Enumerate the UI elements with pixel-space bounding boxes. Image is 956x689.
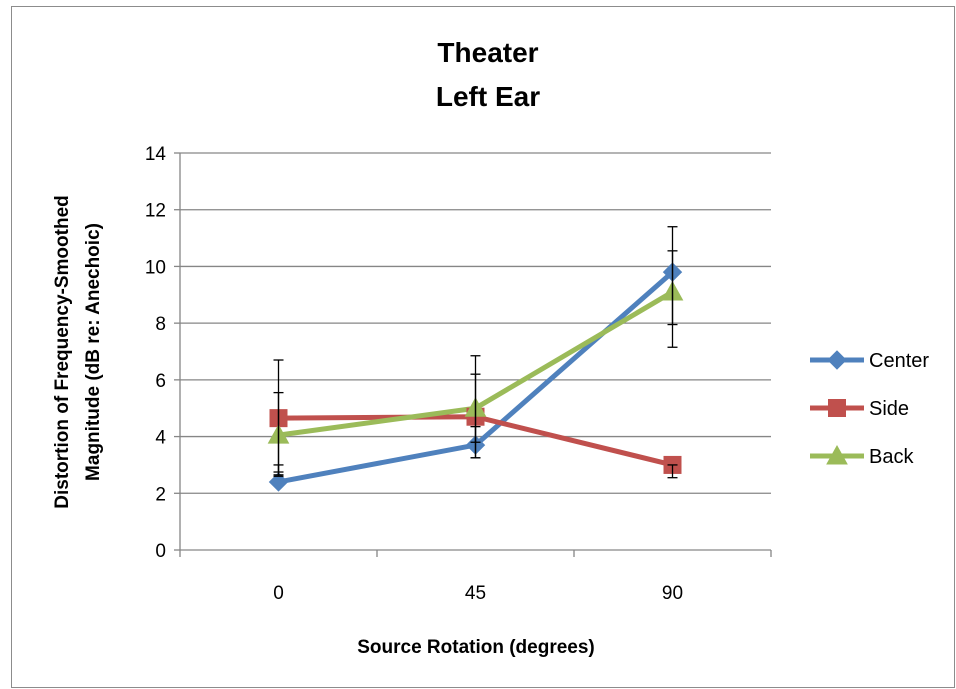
legend-marker (826, 444, 848, 465)
y-tick-label: 4 (155, 428, 166, 449)
y-tick-label: 12 (145, 201, 166, 222)
y-tick-label: 14 (145, 144, 167, 165)
legend: Center Side Back (810, 350, 929, 468)
error-bars (273, 226, 678, 479)
x-tick-labels: 0 45 90 (273, 583, 683, 604)
x-tick-label: 0 (273, 583, 284, 604)
data-point-center (268, 472, 289, 492)
legend-item-back: Back (810, 444, 914, 468)
legend-item-side: Side (810, 398, 909, 420)
chart-frame (11, 6, 955, 688)
x-axis-title: Source Rotation (degrees) (357, 637, 595, 658)
y-axis-title-line-1: Distortion of Frequency-Smoothed (52, 195, 73, 509)
chart-title-line-1: Theater (437, 37, 538, 68)
y-tick-labels: 0 2 4 6 8 10 12 14 (145, 144, 167, 562)
chart-title-line-2: Left Ear (436, 81, 540, 112)
y-tick-label: 10 (145, 257, 166, 278)
y-tick-label: 2 (155, 484, 166, 505)
legend-label: Back (869, 446, 914, 468)
y-axis-title-line-2: Magnitude (dB re: Anechoic) (83, 223, 104, 481)
y-axis-title: Distortion of Frequency-Smoothed Magnitu… (52, 195, 104, 509)
legend-item-center: Center (810, 350, 929, 372)
legend-label: Center (869, 350, 929, 372)
y-tick-label: 0 (155, 541, 166, 562)
legend-marker (827, 350, 847, 370)
y-tick-label: 8 (155, 314, 166, 335)
x-tick-label: 90 (662, 583, 683, 604)
legend-marker (828, 399, 846, 417)
legend-label: Side (869, 398, 909, 420)
axes (174, 152, 772, 557)
x-tick-label: 45 (465, 583, 486, 604)
y-tick-label: 6 (155, 371, 166, 392)
